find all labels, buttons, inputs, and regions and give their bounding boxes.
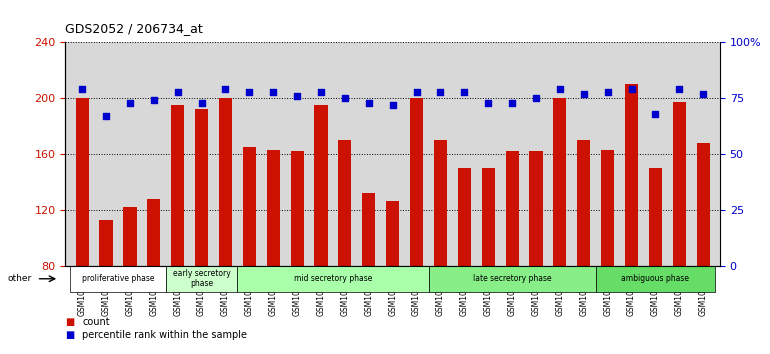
Bar [75, 98, 89, 266]
Text: ■: ■ [65, 317, 75, 327]
Bar [434, 140, 447, 266]
Point [267, 89, 280, 95]
Bar [147, 199, 160, 266]
Bar [458, 168, 471, 266]
Point [554, 86, 566, 92]
Bar [171, 105, 184, 266]
Bar [386, 201, 400, 266]
Bar [362, 193, 376, 266]
Point [363, 100, 375, 105]
Point [530, 96, 542, 101]
Point [76, 86, 89, 92]
Bar [649, 168, 662, 266]
Bar [237, 266, 429, 292]
Point [243, 89, 256, 95]
Text: other: other [8, 274, 32, 283]
Bar [596, 266, 715, 292]
Bar [673, 102, 686, 266]
Bar [266, 150, 280, 266]
Text: count: count [82, 317, 110, 327]
Text: ■: ■ [65, 330, 75, 339]
Bar [506, 151, 519, 266]
Bar [314, 105, 327, 266]
Bar [625, 84, 638, 266]
Point [578, 91, 590, 97]
Bar [123, 207, 136, 266]
Point [482, 100, 494, 105]
Bar [99, 219, 112, 266]
Point [124, 100, 136, 105]
Bar [482, 168, 495, 266]
Point [339, 96, 351, 101]
Bar [243, 147, 256, 266]
Bar [290, 151, 303, 266]
Point [172, 89, 184, 95]
Point [649, 111, 661, 117]
Bar [578, 140, 591, 266]
Bar [410, 98, 424, 266]
Bar [70, 266, 166, 292]
Point [148, 98, 160, 103]
Point [458, 89, 470, 95]
Bar [429, 266, 596, 292]
Point [219, 86, 232, 92]
Bar [697, 143, 710, 266]
Point [601, 89, 614, 95]
Point [410, 89, 423, 95]
Point [315, 89, 327, 95]
Bar [530, 151, 543, 266]
Bar [338, 140, 351, 266]
Text: late secretory phase: late secretory phase [473, 274, 551, 283]
Point [387, 102, 399, 108]
Text: percentile rank within the sample: percentile rank within the sample [82, 330, 247, 339]
Text: early secretory
phase: early secretory phase [172, 269, 230, 289]
Bar [219, 98, 232, 266]
Point [506, 100, 518, 105]
Point [100, 113, 112, 119]
Bar [601, 150, 614, 266]
Point [434, 89, 447, 95]
Text: ambiguous phase: ambiguous phase [621, 274, 689, 283]
Point [625, 86, 638, 92]
Point [291, 93, 303, 99]
Bar [554, 98, 567, 266]
Text: mid secretory phase: mid secretory phase [294, 274, 372, 283]
Point [673, 86, 685, 92]
Text: proliferative phase: proliferative phase [82, 274, 154, 283]
Bar [195, 109, 208, 266]
Point [196, 100, 208, 105]
Point [697, 91, 709, 97]
Bar [166, 266, 237, 292]
Text: GDS2052 / 206734_at: GDS2052 / 206734_at [65, 22, 203, 35]
